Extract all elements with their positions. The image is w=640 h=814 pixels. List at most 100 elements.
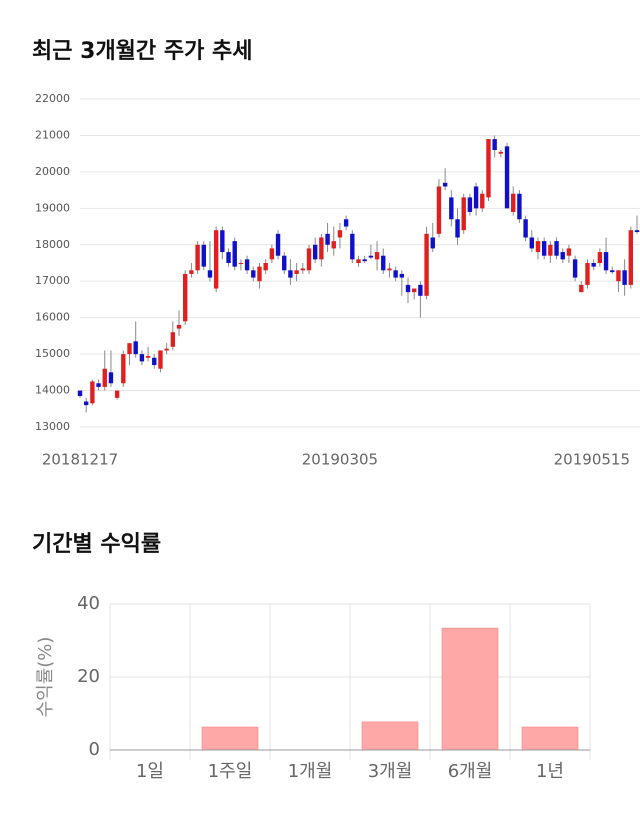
x-tick-label: 6개월 [448, 761, 493, 782]
candle-body [337, 230, 343, 238]
candle-body [603, 252, 609, 271]
candle-body [566, 248, 572, 256]
candle-body [461, 197, 466, 231]
y-tick-label: 15000 [35, 347, 70, 360]
candle-body [145, 355, 151, 358]
y-tick-label: 20000 [35, 165, 70, 178]
candle-body [560, 252, 565, 260]
y-tick-label: 20 [77, 666, 100, 687]
candle-body [368, 255, 374, 258]
candle-body [350, 233, 355, 260]
candle-body [294, 270, 299, 274]
candle-body [232, 241, 237, 267]
candle-body [331, 241, 336, 249]
candle-body [436, 186, 442, 234]
candle-body [195, 244, 200, 271]
y-tick-label: 19000 [35, 201, 70, 214]
candle-body [226, 252, 231, 263]
y-tick-label: 14000 [35, 384, 70, 397]
candle-body [511, 193, 516, 212]
candle-body [442, 182, 448, 187]
candle-body [381, 255, 386, 271]
candle-body [455, 219, 460, 238]
chart-title: 최근 3개월간 주가 추세 [32, 39, 252, 64]
candle-body [504, 146, 510, 209]
candle-body [486, 139, 491, 198]
candle-body [541, 241, 547, 256]
candle-body [517, 193, 522, 220]
candle-body [362, 259, 367, 262]
candle-body [356, 259, 361, 263]
candle-body [319, 237, 324, 260]
candle-body [585, 263, 590, 285]
candle-body [616, 270, 621, 282]
candle-body [535, 241, 541, 253]
x-tick-label: 20190515 [554, 451, 630, 469]
y-tick-label: 21000 [35, 128, 70, 141]
candle-body [343, 219, 349, 227]
chart-title: 기간별 수익률 [32, 532, 161, 557]
candle-body [412, 288, 417, 293]
candle-body [121, 354, 126, 384]
candle-body [275, 233, 281, 256]
candle-body [189, 270, 194, 274]
y-tick-label: 13000 [35, 420, 70, 433]
candle-body [102, 368, 107, 387]
x-tick-label: 1년 [536, 761, 564, 782]
y-tick-label: 17000 [35, 274, 70, 287]
candle-body [591, 263, 596, 267]
candle-body [449, 197, 454, 220]
candle-body [498, 151, 504, 154]
candle-body [628, 230, 634, 285]
candle-body [213, 230, 219, 289]
bar [361, 721, 419, 751]
candle-body [405, 284, 411, 293]
candle-body [152, 357, 157, 366]
candle-body [158, 350, 163, 369]
candle-body [300, 268, 305, 271]
candle-body [572, 259, 578, 278]
bar [521, 726, 579, 751]
candle-body [554, 241, 559, 256]
candle-body [77, 390, 83, 397]
candle-body [393, 270, 398, 278]
candle-body [176, 324, 182, 329]
candle-body [399, 273, 405, 278]
candle-body [597, 252, 603, 263]
bar [201, 726, 259, 751]
candle-body [244, 259, 250, 271]
x-tick-label: 1일 [136, 761, 164, 782]
bar [441, 627, 499, 751]
y-tick-label: 40 [77, 593, 100, 614]
candle-body [312, 244, 318, 260]
candle-body [387, 268, 392, 271]
y-tick-label: 0 [89, 739, 100, 760]
candle-body [133, 341, 138, 355]
candle-body [523, 219, 528, 238]
x-tick-label: 20190305 [302, 451, 378, 469]
candle-body [634, 230, 640, 233]
x-tick-label: 20181217 [42, 451, 118, 469]
candle-body [418, 284, 423, 296]
candle-body [430, 237, 435, 249]
candle-body [183, 273, 188, 322]
candle-body [282, 255, 287, 271]
candle-body [90, 381, 95, 404]
candle-body [424, 233, 429, 296]
candle-body [529, 237, 534, 249]
candle-body [201, 244, 206, 267]
x-tick-label: 1개월 [288, 761, 333, 782]
candle-body [251, 270, 256, 278]
x-tick-label: 3개월 [368, 761, 413, 782]
candle-body [108, 372, 114, 384]
candle-body [207, 270, 213, 278]
candle-body [83, 401, 89, 406]
y-tick-label: 22000 [35, 92, 70, 105]
candle-body [480, 193, 485, 209]
candle-body [325, 233, 330, 245]
candle-body [306, 248, 312, 271]
candle-body [263, 263, 268, 271]
candle-body [579, 284, 584, 293]
candle-body [622, 270, 627, 285]
candle-body [96, 383, 101, 387]
